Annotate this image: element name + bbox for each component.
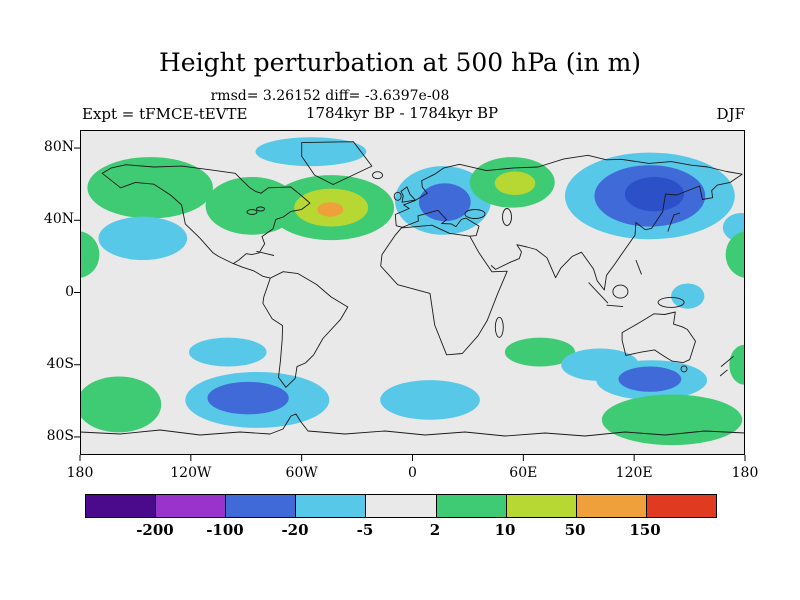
colorbar-segment (295, 495, 366, 517)
colorbar-tick-label: 150 (629, 521, 661, 539)
anomaly-region (671, 283, 705, 309)
coastline-britain (400, 186, 416, 203)
y-axis-label: 40N (43, 211, 74, 228)
x-axis-label: 60E (509, 465, 538, 481)
y-axis-labels: 80N 40N 0 40S 80S (30, 0, 74, 600)
x-axis-label: 180 (731, 465, 759, 481)
coastline-iceland (372, 171, 383, 180)
colorbar-tick-label: 50 (564, 521, 586, 539)
anomaly-region (317, 202, 344, 217)
coastline-new-zealand (719, 355, 734, 377)
colorbar-segment (645, 495, 716, 517)
anomaly-region (601, 394, 743, 446)
colorbar-segment (86, 495, 156, 517)
colorbar (85, 494, 717, 518)
anomaly-region (725, 231, 745, 278)
plot-title: Height perturbation at 500 hPa (in m) (158, 48, 642, 77)
coastline-philippines (635, 259, 642, 275)
colorbar-segment (225, 495, 296, 517)
colorbar-tick-label: 10 (494, 521, 516, 539)
coastline-tasmania (680, 365, 688, 373)
coastline-central-america (233, 263, 271, 279)
coastline-greenland (301, 141, 373, 185)
colorbar-tick-label: -5 (356, 521, 374, 539)
anomaly-region (80, 376, 162, 433)
anomaly-region (87, 157, 213, 219)
anomaly-region (618, 366, 682, 392)
coastline-sumatra (588, 282, 609, 304)
y-axis-label: 0 (65, 283, 74, 300)
anomaly-region (80, 231, 100, 278)
x-axis-label: 0 (408, 465, 417, 481)
coastline-java (606, 304, 624, 308)
colorbar-segment (505, 495, 576, 517)
season-label: DJF (716, 105, 745, 123)
colorbar-tick-label: -200 (136, 521, 174, 539)
x-axis-label: 180 (66, 465, 94, 481)
colorbar-segment (575, 495, 646, 517)
colorbar-segment (365, 495, 436, 517)
anomaly-region (504, 337, 576, 367)
coastline-cuba (256, 250, 275, 256)
colorbar-segment (435, 495, 506, 517)
x-axis-label: 120W (170, 465, 212, 481)
colorbar-tick-labels: -200 -100 -20 -5 2 10 50 150 (85, 521, 715, 541)
coastlines-layer (80, 141, 745, 437)
colorbar-segment (155, 495, 226, 517)
coastline-black-sea (464, 209, 486, 219)
coastline-mediterranean (394, 209, 480, 237)
colorbar-tick-label: -100 (206, 521, 244, 539)
coastline-south-america (262, 271, 349, 388)
anomaly-region (729, 344, 745, 385)
anomaly-region (418, 183, 471, 222)
colorbar-tick-label: -20 (281, 521, 309, 539)
anomaly-region (207, 381, 289, 415)
coastline-borneo (612, 284, 629, 299)
anomaly-region (494, 171, 536, 195)
anomaly-region (624, 176, 685, 212)
y-axis-label: 80N (43, 139, 74, 156)
anomaly-region (98, 216, 188, 260)
anomaly-blobs-layer (80, 137, 745, 446)
anomaly-region (188, 337, 267, 367)
coastline-australia (621, 311, 696, 364)
coastline-madagascar (494, 316, 504, 338)
experiment-label: Expt = tFMCE-tEVTE (82, 105, 248, 123)
y-axis-label: 40S (46, 355, 74, 372)
x-axis-labels: 180 120W 60W 0 60E 120E 180 (0, 463, 800, 483)
stats-label: rmsd= 3.26152 diff= -3.6397e-08 (210, 88, 450, 104)
x-axis-label: 120E (615, 465, 653, 481)
anomaly-region (255, 137, 367, 167)
coastline-great-lake-2 (256, 206, 265, 212)
axis-ticks (74, 147, 746, 461)
coastline-great-lake-1 (246, 209, 258, 215)
anomaly-region (380, 380, 480, 420)
y-axis-label: 80S (46, 427, 74, 444)
coastline-ireland (393, 191, 402, 201)
coastline-north-america (101, 164, 311, 265)
colorbar-tick-label: 2 (429, 521, 441, 539)
map-border (80, 130, 745, 455)
x-axis-label: 60W (285, 465, 318, 481)
period-label: 1784kyr BP - 1784kyr BP (305, 104, 499, 122)
coastline-caspian-sea (502, 208, 512, 226)
coastline-antarctica (80, 413, 745, 437)
coastline-japan (667, 212, 681, 232)
coastline-new-guinea (657, 296, 685, 308)
coastline-eurasia (395, 154, 743, 291)
